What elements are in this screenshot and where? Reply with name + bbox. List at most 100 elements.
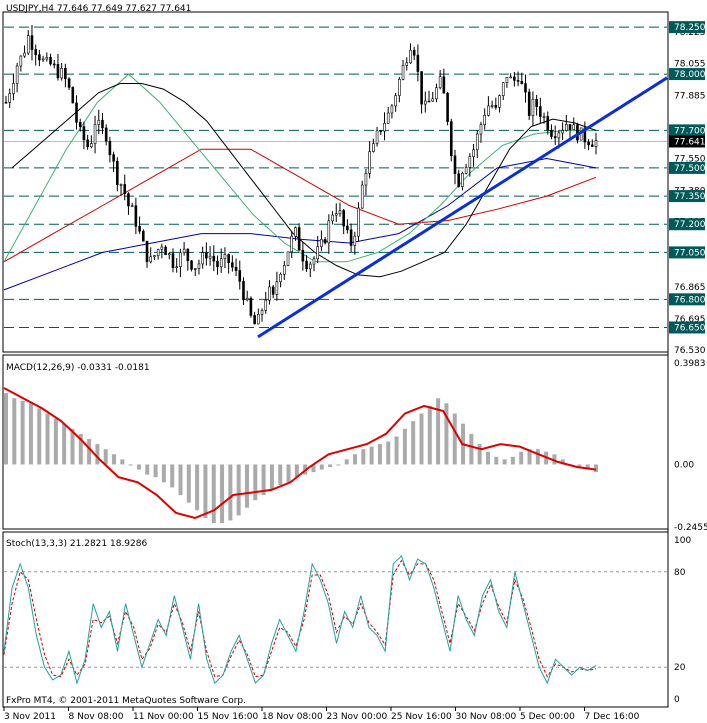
candle-body: [490, 105, 494, 107]
copyright-footer: FxPro MT4, © 2001-2011 MetaQuotes Softwa…: [6, 696, 246, 706]
time-label: 30 Nov 08:00: [456, 712, 517, 722]
macd-histogram-bar: [369, 446, 374, 465]
time-label: 5 Dec 00:00: [520, 712, 575, 722]
candle-body: [234, 266, 238, 271]
macd-histogram-bar: [253, 464, 258, 501]
candle-body: [386, 112, 390, 124]
macd-histogram-bar: [594, 464, 598, 473]
price-tick-label: 77.885: [674, 92, 706, 102]
candle-body: [15, 65, 19, 84]
level-price-label: 77.350: [674, 192, 706, 202]
time-label: 8 Nov 08:00: [69, 712, 124, 722]
macd-histogram-bar: [145, 464, 150, 475]
candle-body: [553, 136, 557, 139]
trendline: [257, 76, 668, 339]
macd-histogram-bar: [469, 433, 474, 465]
candle-body: [67, 78, 71, 88]
candle-body: [171, 253, 175, 268]
candle-body: [516, 80, 520, 82]
candle-body: [364, 173, 368, 186]
candle-body: [119, 184, 123, 186]
level-price-label: 77.700: [674, 126, 706, 136]
macd-histogram-bar: [319, 464, 324, 470]
candle-body: [561, 130, 564, 134]
macd-histogram-bar: [336, 464, 341, 466]
candle-body: [149, 256, 153, 263]
candle-body: [190, 260, 193, 270]
macd-histogram-bar: [211, 464, 216, 524]
level-price-label: 77.500: [674, 164, 706, 174]
candle-body: [312, 258, 316, 265]
candle-body: [26, 35, 30, 54]
candle-body: [164, 246, 167, 256]
macd-histogram-bar: [153, 464, 158, 478]
candle-body: [30, 35, 34, 50]
macd-histogram-bar: [444, 403, 449, 465]
candle-body: [123, 184, 127, 194]
macd-histogram-bar: [178, 464, 183, 496]
candle-body: [301, 249, 305, 262]
candle-body: [75, 102, 78, 123]
macd-histogram-bar: [560, 459, 565, 465]
price-tick-label: 78.055: [674, 60, 706, 70]
macd-histogram-bar: [4, 393, 8, 465]
candle-body: [420, 71, 423, 105]
level-price-box: [669, 21, 705, 34]
macd-histogram-bar: [195, 464, 200, 511]
candle-body: [464, 167, 468, 174]
stoch-panel-frame: [2, 531, 669, 708]
candle-body: [360, 184, 364, 209]
stoch-main-line: [3, 554, 597, 685]
macd-histogram-bar: [527, 449, 532, 465]
candle-body: [453, 155, 457, 174]
candle-body: [231, 262, 234, 268]
level-price-label: 77.200: [674, 220, 706, 230]
macd-histogram-bar: [477, 444, 482, 465]
candle-body: [212, 255, 216, 262]
macd-histogram-bar: [170, 464, 175, 488]
candle-body: [520, 81, 524, 84]
macd-histogram-bar: [269, 464, 274, 490]
macd-histogram-bar: [427, 405, 432, 465]
ma-red-line: [3, 148, 597, 263]
candle-body: [398, 78, 401, 97]
macd-histogram-bar: [485, 451, 490, 465]
time-axis-labels: 3 Nov 2011 8 Nov 08:00 11 Nov 00:00 15 Nov …: [3, 707, 640, 722]
candle-body: [260, 310, 264, 315]
level-price-box: [669, 218, 705, 231]
candle-body: [90, 143, 93, 148]
candle-body: [34, 49, 37, 56]
candle-body: [97, 119, 101, 125]
candle-body: [41, 58, 45, 61]
macd-histogram-bar: [103, 449, 108, 465]
candle-body: [104, 127, 108, 142]
candle-body: [271, 286, 275, 295]
candle-body: [509, 76, 512, 79]
candles: [4, 25, 598, 325]
candle-body: [8, 93, 12, 103]
level-price-label: 78.250: [674, 23, 706, 33]
macd-histogram-bar: [186, 464, 191, 503]
candle-body: [268, 286, 271, 301]
candle-body: [379, 130, 383, 133]
candle-body: [134, 205, 138, 227]
candle-body: [78, 122, 82, 127]
candle-body: [442, 76, 446, 94]
candle-body: [71, 87, 75, 104]
candle-body: [279, 273, 282, 283]
candle-body: [290, 235, 294, 253]
macd-histogram-bar: [37, 408, 42, 465]
macd-histogram-bar: [402, 428, 407, 465]
candle-body: [401, 65, 405, 80]
price-tick-label: 76.865: [674, 283, 706, 293]
candle-body: [416, 54, 420, 72]
candle-body: [383, 122, 386, 132]
candle-body: [487, 105, 490, 116]
candle-body: [167, 253, 171, 256]
candle-body: [535, 98, 538, 107]
candle-body: [219, 258, 223, 268]
candle-body: [245, 297, 249, 301]
macd-histogram-bar: [286, 464, 291, 483]
candle-body: [60, 67, 63, 79]
